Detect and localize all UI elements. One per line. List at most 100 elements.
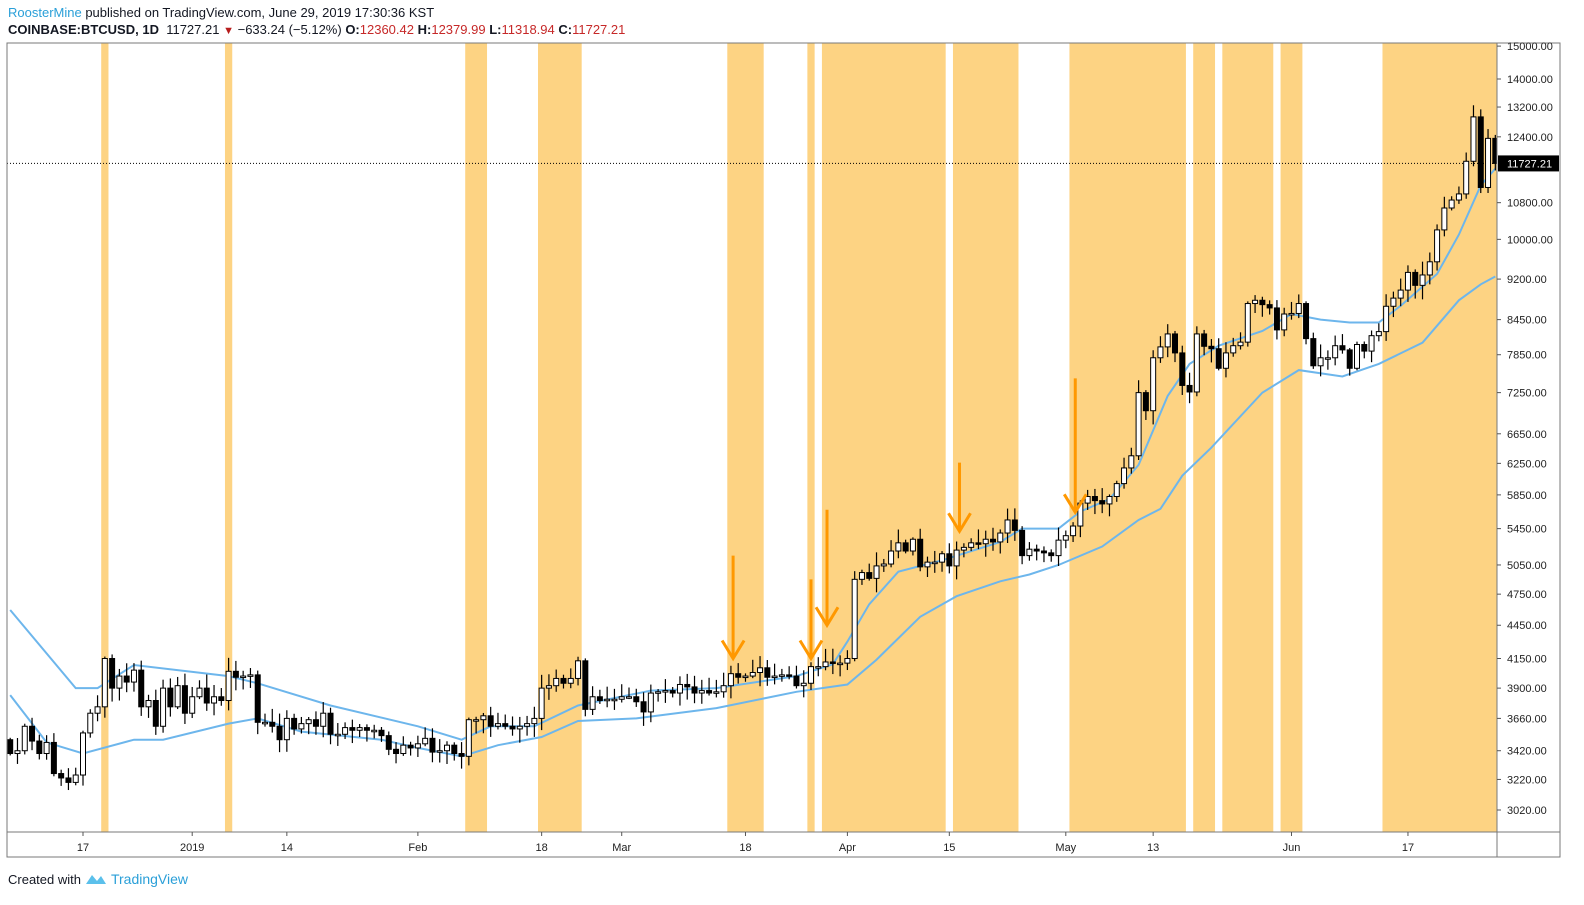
candle [451,742,458,761]
candle [1179,345,1186,395]
candle-up-body [1113,483,1120,498]
candle-down-body [917,538,924,568]
candle [203,674,210,711]
candle [1019,526,1026,565]
candle-down-body [1179,352,1186,386]
candle [465,717,472,766]
candle [152,689,159,735]
date-tick-label: Jun [1283,842,1301,854]
candle-up-body [611,698,618,702]
candle [800,670,807,698]
candle [1354,341,1360,371]
candle [531,706,538,737]
tradingview-link[interactable]: TradingView [110,871,189,887]
candle-down-body [407,744,414,749]
arrow-down-icon [1062,378,1088,516]
candle [1222,342,1229,378]
candle-up-body [822,661,829,668]
candle-down-body [109,658,116,689]
candle [232,660,239,691]
candle [7,737,14,756]
candle-down-body [1011,519,1018,531]
candle-up-body [1295,303,1302,314]
price-tick-label: 3220.00 [1507,774,1547,786]
candle-down-body [7,739,14,755]
candle-down-body [232,670,239,678]
candle [953,541,960,580]
candle [931,550,938,573]
candle [1259,296,1266,317]
candle-down-body [1099,500,1106,505]
author-link[interactable]: RoosterMine [8,5,82,20]
candle-up-body [880,563,887,567]
candle-up-body [997,532,1004,543]
last-price: 11727.21 [166,22,220,37]
candle-up-body [524,723,531,727]
candle [829,648,836,675]
candle [1106,494,1113,517]
price-change: −633.24 (−5.12%) [237,22,342,37]
candle-up-body [87,712,94,734]
candle-up-body [982,538,989,545]
candle-down-body [269,721,276,727]
candle-up-body [494,723,501,727]
candle [1033,544,1040,561]
open-label: O: [345,22,360,37]
arrow-down-icon [720,555,746,662]
candle [1113,480,1120,502]
price-tick-label: 15000.00 [1507,41,1553,53]
candle-down-body [786,674,793,677]
candle [254,670,261,735]
publish-text: published on TradingView.com, June 29, 2… [85,5,435,20]
candle [626,687,632,700]
candle [436,739,443,763]
candle [975,529,982,550]
candle [742,673,749,682]
candle [524,715,531,736]
candle-up-body [305,719,312,725]
candle-up-body [1434,229,1441,263]
candle [596,689,603,704]
candle [14,738,21,764]
candle-down-body [152,700,159,727]
highlight-band [1193,43,1216,832]
candle [655,689,662,702]
candle-up-body [130,669,137,683]
candle [880,558,887,572]
candle [291,713,298,735]
date-tick-label: 2019 [180,842,204,854]
candle-up-body [851,578,858,660]
candle-down-body [502,723,509,727]
candle-up-body [1157,346,1164,359]
candle-down-body [596,696,603,702]
candle-down-body [684,683,691,688]
candle-up-body [1397,289,1404,299]
candle [1295,294,1302,319]
candle-down-body [1208,345,1215,350]
candle-down-body [487,715,494,727]
candle-down-body [1033,548,1040,552]
candle [211,685,218,716]
close-label: C: [558,22,573,37]
candle-down-body [1259,299,1266,306]
date-tick-label: 17 [1402,842,1414,854]
date-tick-label: 13 [1147,842,1159,854]
candle-down-body [946,553,953,567]
candle-down-body [138,669,145,708]
candle [545,674,552,700]
price-tick-label: 13200.00 [1507,102,1553,114]
candle [1310,332,1317,369]
highlight-band [807,43,815,832]
candle-up-body [436,750,443,753]
candle-up-body [553,677,560,687]
price-tick-label: 4450.00 [1507,620,1547,632]
candle-up-body [1004,519,1011,534]
candle-down-body [50,741,57,775]
highlight-band [1069,43,1186,832]
candle [1448,196,1455,211]
candle-up-body [400,744,407,755]
candle [662,679,669,703]
candle [538,674,545,731]
candle-up-body [888,550,895,565]
